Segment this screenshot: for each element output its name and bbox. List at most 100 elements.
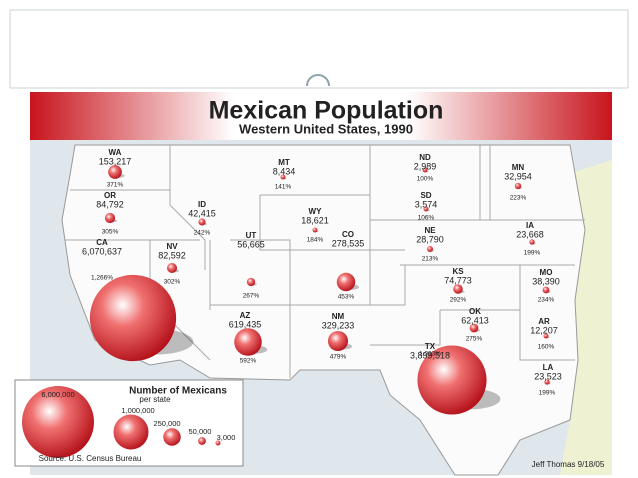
state-population: 278,535 <box>332 238 365 248</box>
population-bubble <box>417 345 487 415</box>
state-growth: 292% <box>450 297 467 304</box>
state-name: WA <box>109 148 122 157</box>
state-growth: 1,266% <box>91 275 113 282</box>
state-population: 56,665 <box>237 239 265 249</box>
state-name: UT <box>246 231 257 240</box>
legend-label: 1,000,000 <box>121 406 154 415</box>
population-bubble <box>336 272 356 292</box>
population-bubble <box>469 323 479 333</box>
state-growth: 199% <box>524 250 541 257</box>
population-bubble <box>327 330 349 352</box>
legend-bubble <box>113 414 149 450</box>
state-name: NE <box>424 226 436 235</box>
state-growth: 592% <box>240 358 257 365</box>
state-growth: 223% <box>510 195 527 202</box>
state-name: KS <box>452 267 464 276</box>
state-name: LA <box>543 363 554 372</box>
state-name: AZ <box>240 311 251 320</box>
population-bubble <box>166 262 178 274</box>
state-name: OK <box>469 307 481 316</box>
population-bubble <box>542 286 550 294</box>
population-bubble <box>544 379 550 385</box>
state-population: 619,435 <box>229 319 262 329</box>
credit: Jeff Thomas 9/18/05 <box>532 460 605 469</box>
state-growth: 199% <box>539 390 556 397</box>
state-population: 84,792 <box>96 199 124 209</box>
state-growth: 160% <box>538 344 555 351</box>
state-name: ID <box>198 200 206 209</box>
population-bubble <box>543 333 549 339</box>
population-bubble <box>89 274 177 362</box>
population-bubble <box>453 284 463 294</box>
legend-label: 3,000 <box>217 433 236 442</box>
state-population: 62,413 <box>461 315 489 325</box>
map-title: Mexican Population <box>209 97 444 125</box>
title-bar <box>30 92 612 140</box>
state-growth: 453% <box>338 294 355 301</box>
state-population: 23,668 <box>516 229 544 239</box>
state-population: 3,899,518 <box>410 350 450 360</box>
population-bubble <box>423 206 429 212</box>
state-population: 153,217 <box>99 156 132 166</box>
state-name: NM <box>332 312 345 321</box>
population-bubble <box>280 174 286 180</box>
state-name: MO <box>540 268 553 277</box>
legend-label: 250,000 <box>153 419 180 428</box>
source: Source: U.S. Census Bureau <box>39 454 142 463</box>
state-growth: 213% <box>422 256 439 263</box>
state-population: 38,390 <box>532 276 560 286</box>
state-population: 329,233 <box>322 320 355 330</box>
state-name: WY <box>309 207 323 216</box>
state-population: 28,790 <box>416 234 444 244</box>
population-bubble <box>234 328 262 356</box>
state-population: 3,574 <box>415 199 438 209</box>
state-name: IA <box>526 221 534 230</box>
state-growth: 275% <box>466 336 483 343</box>
state-population: 23,523 <box>534 371 562 381</box>
state-growth: 141% <box>275 184 292 191</box>
population-bubble <box>427 246 433 252</box>
legend-subtitle: per state <box>139 395 171 404</box>
population-bubble <box>529 239 535 245</box>
map-subtitle: Western United States, 1990 <box>239 121 413 136</box>
state-name: CO <box>342 230 354 239</box>
legend-label: 50,000 <box>189 427 212 436</box>
state-growth: 234% <box>538 297 555 304</box>
state-population: 18,621 <box>301 215 329 225</box>
state-growth: 479% <box>330 354 347 361</box>
legend-symbols: 6,000,000 1,000,000 250,000 50,000 3,000 <box>22 386 235 458</box>
legend-bubble <box>22 386 94 458</box>
state-growth: 302% <box>164 279 181 286</box>
population-bubble <box>422 167 428 173</box>
state-growth: 100% <box>417 176 434 183</box>
state-name: CA <box>96 238 108 247</box>
state-population: 6,070,637 <box>82 246 122 256</box>
state-growth: 184% <box>307 237 324 244</box>
state-growth: 1,093% <box>419 351 441 358</box>
state-population: 42,415 <box>188 208 216 218</box>
state-name: MN <box>512 163 525 172</box>
state-population: 32,954 <box>504 171 532 181</box>
state-growth: 305% <box>102 229 119 236</box>
state-growth: 371% <box>107 182 124 189</box>
legend-label: 6,000,000 <box>41 390 74 399</box>
state-name: MT <box>278 158 290 167</box>
state-population: 82,592 <box>158 250 186 260</box>
state-name: ND <box>419 153 431 162</box>
state-population: 74,773 <box>444 275 472 285</box>
state-growth: 106% <box>418 215 435 222</box>
state-population: 2,989 <box>414 161 437 171</box>
legend-bubble <box>163 428 181 446</box>
state-name: OR <box>104 191 116 200</box>
population-bubble <box>104 212 116 224</box>
legend-title: Number of Mexicans <box>129 386 227 397</box>
slide-ornament <box>306 74 330 87</box>
state-name: SD <box>420 191 431 200</box>
state-growth: 242% <box>194 230 211 237</box>
state-growth: 267% <box>243 293 260 300</box>
population-bubble <box>514 182 522 190</box>
state-population: 12,207 <box>530 325 558 335</box>
